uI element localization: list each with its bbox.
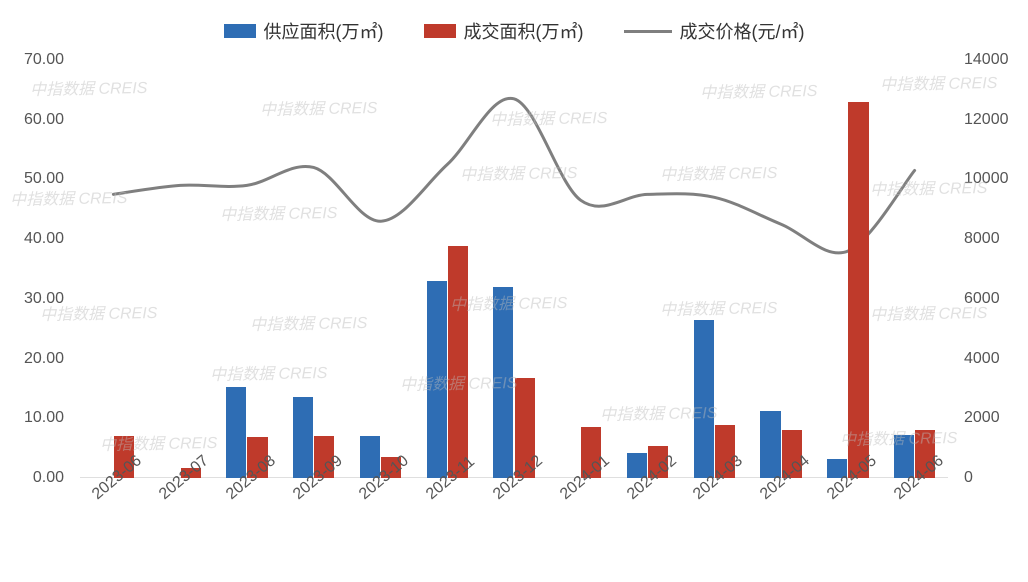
y-right-tick: 12000 (964, 111, 1009, 129)
chart-container: 供应面积(万㎡) 成交面积(万㎡) 成交价格(元/㎡) 0.00 10.00 20.… (0, 0, 1028, 582)
y-right-tick: 10000 (964, 170, 1009, 188)
y-right-tick: 0 (964, 469, 973, 487)
legend-swatch-deal-area (424, 24, 456, 38)
y-right-tick: 2000 (964, 409, 1000, 427)
bar-supply (293, 397, 313, 478)
y-left-tick: 70.00 (24, 51, 64, 69)
bar-supply (694, 320, 714, 478)
legend-label-deal-area: 成交面积(万㎡) (464, 18, 584, 44)
price-line-path (113, 98, 914, 253)
legend: 供应面积(万㎡) 成交面积(万㎡) 成交价格(元/㎡) (0, 18, 1028, 44)
legend-item-deal-area: 成交面积(万㎡) (424, 18, 584, 44)
y-left-tick: 40.00 (24, 230, 64, 248)
plot-area (80, 60, 948, 478)
y-left-tick: 20.00 (24, 350, 64, 368)
legend-label-supply: 供应面积(万㎡) (264, 18, 384, 44)
legend-item-price: 成交价格(元/㎡) (624, 18, 805, 44)
bar-supply (427, 281, 447, 478)
y-right-tick: 14000 (964, 51, 1009, 69)
legend-label-price: 成交价格(元/㎡) (680, 18, 805, 44)
legend-swatch-price (624, 30, 672, 33)
x-axis: 2023-062023-072023-082023-092023-102023-… (80, 482, 948, 572)
y-right-tick: 6000 (964, 290, 1000, 308)
y-left-tick: 0.00 (33, 469, 64, 487)
y-axis-left: 0.0010.0020.0030.0040.0050.0060.0070.00 (0, 60, 72, 478)
y-right-tick: 4000 (964, 350, 1000, 368)
bar-supply (493, 287, 513, 478)
y-axis-right: 02000400060008000100001200014000 (956, 60, 1028, 478)
y-left-tick: 50.00 (24, 170, 64, 188)
bar-supply (760, 411, 780, 478)
y-right-tick: 8000 (964, 230, 1000, 248)
y-left-tick: 30.00 (24, 290, 64, 308)
y-left-tick: 10.00 (24, 409, 64, 427)
bar-deal-area (848, 102, 868, 478)
legend-swatch-supply (224, 24, 256, 38)
legend-item-supply: 供应面积(万㎡) (224, 18, 384, 44)
bar-supply (226, 387, 246, 478)
y-left-tick: 60.00 (24, 111, 64, 129)
bar-deal-area (448, 246, 468, 478)
